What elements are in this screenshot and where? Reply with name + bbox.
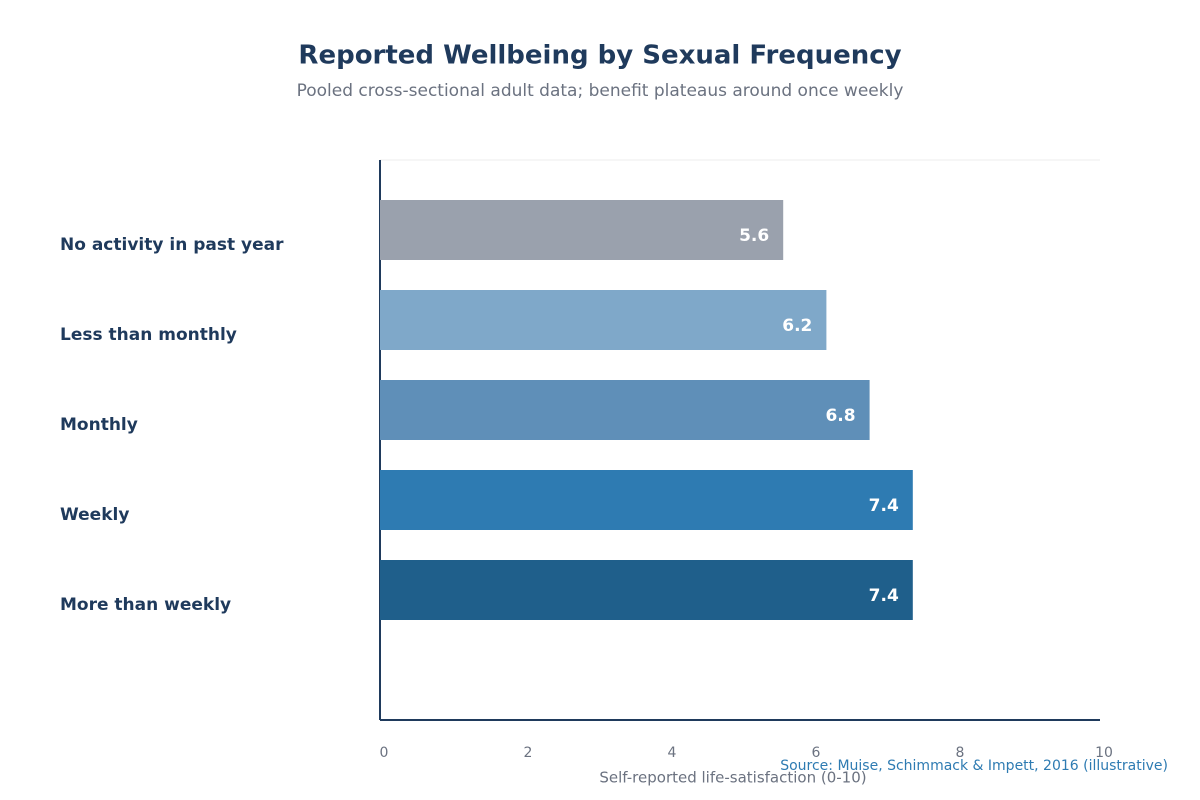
source-note: Source: Muise, Schimmack & Impett, 2016 … <box>780 758 1168 774</box>
y-tick-label: Monthly <box>60 415 138 435</box>
bar <box>380 380 870 440</box>
y-tick-label: Weekly <box>60 505 129 525</box>
value-label: 7.4 <box>869 586 899 606</box>
y-tick-label: More than weekly <box>60 595 231 615</box>
value-label: 6.2 <box>782 316 812 336</box>
x-tick-label: 8 <box>956 745 965 761</box>
x-tick-label: 2 <box>524 745 533 761</box>
bar <box>380 290 827 350</box>
x-tick-label: 4 <box>668 745 677 761</box>
value-label: 5.6 <box>739 226 769 246</box>
y-tick-label: No activity in past year <box>60 235 284 255</box>
chart-title: Reported Wellbeing by Sexual Frequency <box>298 41 901 71</box>
bar <box>380 200 784 260</box>
bar <box>380 560 913 620</box>
value-label: 6.8 <box>825 406 855 426</box>
y-tick-label: Less than monthly <box>60 325 237 345</box>
bar <box>380 470 913 530</box>
x-tick-label: 10 <box>1095 745 1113 761</box>
x-axis-title: Self-reported life-satisfaction (0-10) <box>599 769 866 787</box>
x-tick-label: 0 <box>380 745 389 761</box>
value-label: 7.4 <box>869 496 899 516</box>
chart-subtitle: Pooled cross-sectional adult data; benef… <box>297 81 904 101</box>
x-tick-label: 6 <box>812 745 821 761</box>
